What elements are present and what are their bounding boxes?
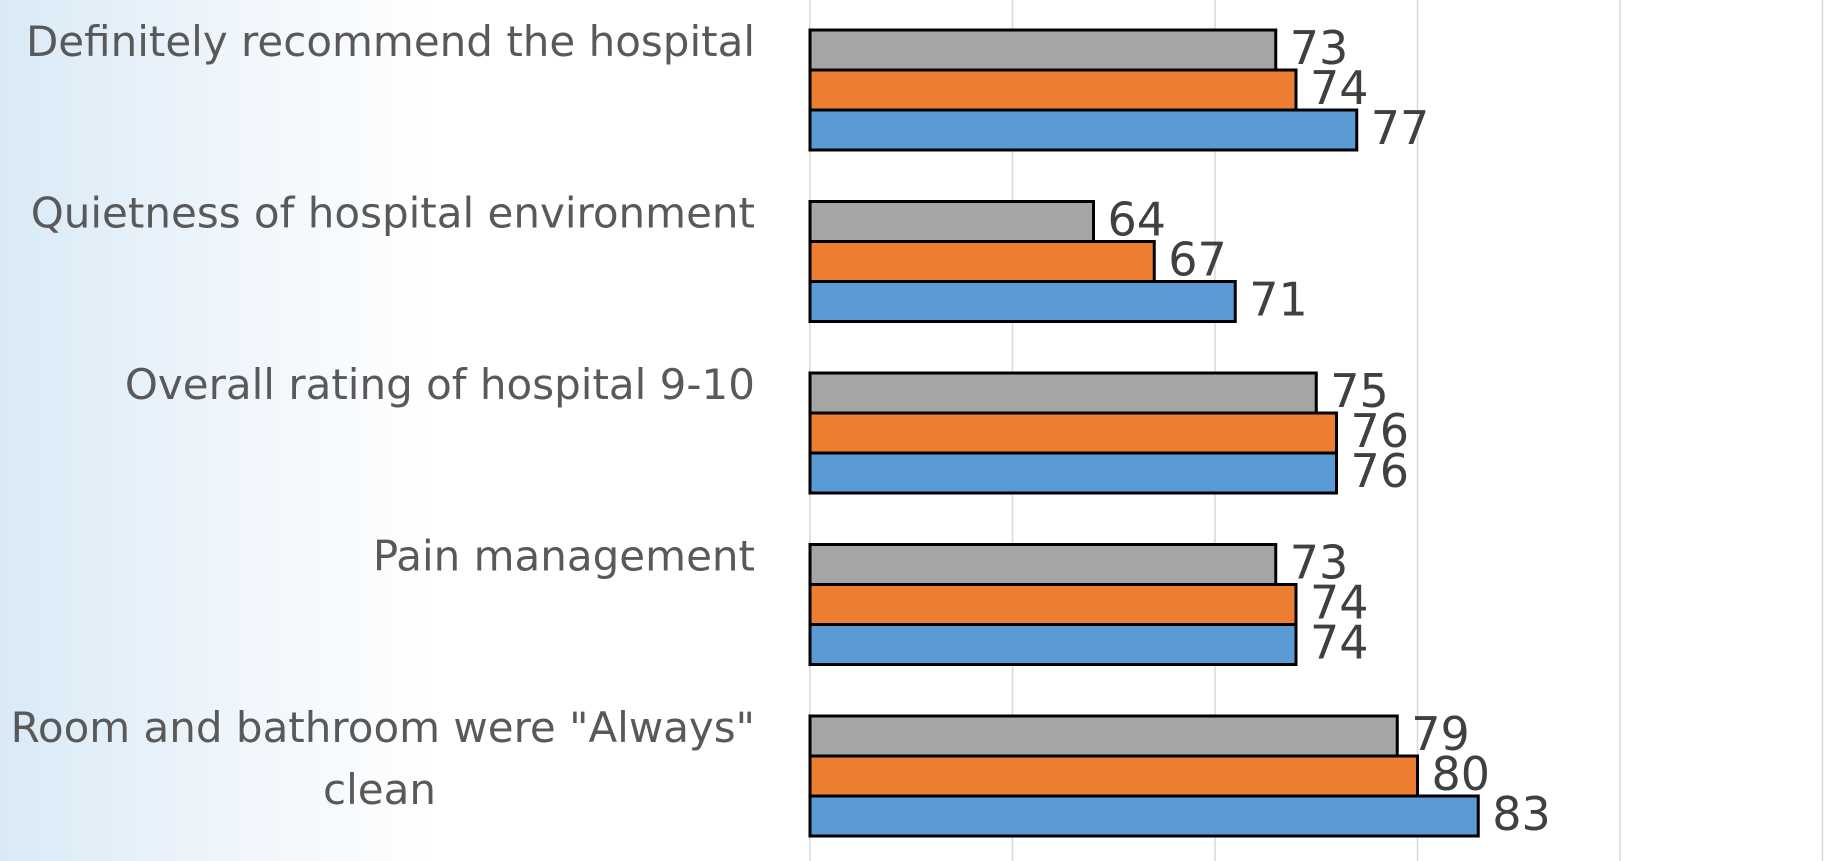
bar-5-3 bbox=[808, 794, 1480, 838]
bar-1-3 bbox=[808, 108, 1359, 152]
bar-4-3 bbox=[808, 623, 1298, 666]
category-label-2: Quietness of hospital environment bbox=[31, 189, 755, 238]
value-label-5-2: 80 bbox=[1432, 747, 1491, 801]
value-label-3-2: 76 bbox=[1351, 404, 1410, 458]
value-label-2-3: 71 bbox=[1249, 273, 1308, 327]
value-label-5-1: 79 bbox=[1411, 707, 1470, 761]
value-label-5-3: 83 bbox=[1492, 787, 1551, 841]
value-label-1-2: 74 bbox=[1310, 61, 1369, 115]
value-label-4-2: 74 bbox=[1310, 576, 1369, 630]
bar-3-3 bbox=[808, 451, 1338, 495]
value-label-3-1: 75 bbox=[1330, 364, 1389, 418]
bar-1-2 bbox=[808, 68, 1298, 112]
bar-4-1 bbox=[808, 543, 1278, 586]
category-labels: Definitely recommend the hospital Quietne… bbox=[11, 17, 755, 814]
category-label-1: Definitely recommend the hospital bbox=[26, 17, 755, 66]
value-label-2-2: 67 bbox=[1168, 233, 1227, 287]
bar-3-1 bbox=[808, 371, 1318, 415]
category-label-5-line-2: clean bbox=[323, 765, 436, 814]
bar-1-1 bbox=[808, 28, 1278, 72]
category-label-5-line-1: Room and bathroom were "Always" bbox=[11, 703, 755, 752]
bar-4-2 bbox=[808, 583, 1298, 626]
bar-5-1 bbox=[808, 714, 1399, 758]
bar-2-2 bbox=[808, 240, 1156, 283]
bars bbox=[808, 28, 1480, 838]
category-label-3: Overall rating of hospital 9-10 bbox=[125, 360, 755, 409]
bar-2-1 bbox=[808, 200, 1095, 243]
value-label-2-1: 64 bbox=[1108, 193, 1167, 247]
bar-5-2 bbox=[808, 754, 1419, 798]
category-label-4: Pain management bbox=[373, 532, 755, 581]
value-label-4-3: 74 bbox=[1310, 616, 1369, 670]
value-label-1-3: 77 bbox=[1371, 101, 1430, 155]
bar-3-2 bbox=[808, 411, 1338, 455]
value-label-3-3: 76 bbox=[1351, 444, 1410, 498]
bar-2-3 bbox=[808, 280, 1237, 323]
value-label-1-1: 73 bbox=[1290, 21, 1349, 75]
value-label-4-1: 73 bbox=[1290, 536, 1349, 590]
